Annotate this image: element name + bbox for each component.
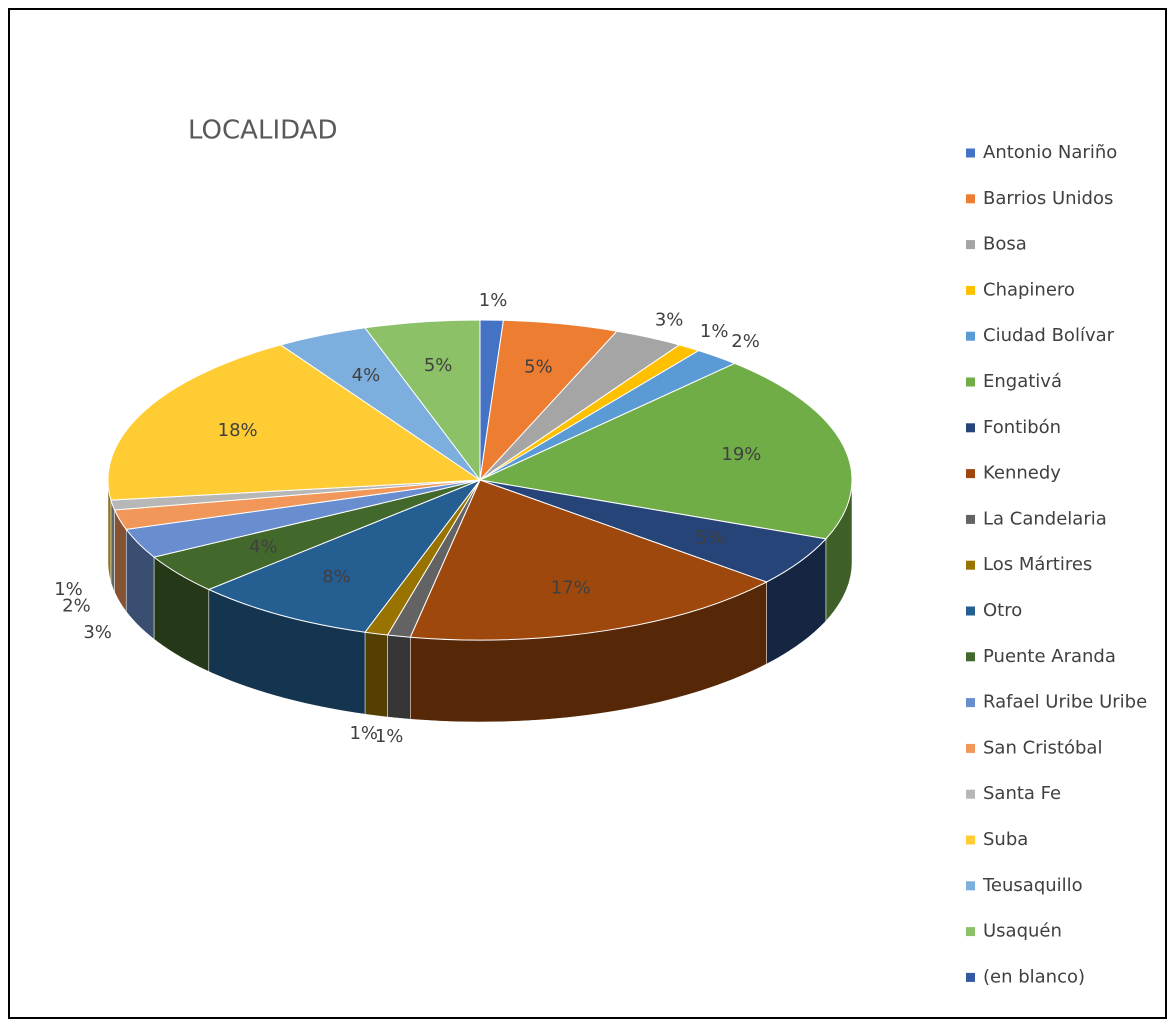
legend-label: Otro (983, 600, 1022, 621)
legend-label: Ciudad Bolívar (983, 325, 1115, 346)
data-label: 5% (696, 528, 725, 549)
legend-swatch (966, 789, 975, 799)
legend-swatch (966, 881, 975, 891)
legend-swatch (966, 652, 975, 662)
legend-swatch (966, 148, 975, 158)
pie-side (387, 634, 411, 720)
legend-swatch (966, 331, 975, 341)
legend-swatch (966, 606, 975, 616)
pie-slice (409, 479, 768, 641)
legend-label: Suba (983, 829, 1028, 850)
legend-label: La Candelaria (983, 508, 1107, 529)
legend-swatch (966, 285, 975, 295)
data-label: 1% (700, 321, 729, 342)
data-label: 1% (479, 290, 508, 311)
legend-label: (en blanco) (983, 966, 1085, 987)
legend-label: Fontibón (983, 417, 1061, 438)
data-label: 3% (83, 622, 112, 643)
legend-swatch (966, 835, 975, 845)
legend-label: Antonio Nariño (983, 142, 1117, 163)
pie-slice (207, 478, 482, 633)
pie-side (110, 499, 115, 593)
legend-swatch (966, 240, 975, 250)
data-label: 5% (424, 355, 453, 376)
pie-slice (107, 344, 482, 501)
legend-label: Kennedy (983, 463, 1061, 484)
legend-swatch (966, 377, 975, 387)
data-label: 2% (731, 331, 760, 352)
legend-label: Teusaquillo (982, 875, 1083, 896)
legend-label: Puente Aranda (983, 646, 1116, 667)
data-label: 4% (249, 537, 278, 558)
legend-label: Los Mártires (983, 554, 1092, 575)
legend-swatch (966, 560, 975, 570)
legend-swatch (966, 423, 975, 433)
legend-label: San Cristóbal (983, 737, 1102, 758)
pie-side (364, 631, 388, 718)
legend-label: Barrios Unidos (983, 188, 1113, 209)
legend-swatch (966, 514, 975, 524)
legend-swatch (966, 698, 975, 708)
data-label: 2% (62, 596, 91, 617)
chart-title: LOCALIDAD (188, 116, 338, 146)
legend-swatch (966, 469, 975, 479)
pie-slice (364, 319, 481, 482)
legend-swatch (966, 743, 975, 753)
data-label: 17% (551, 577, 591, 598)
data-label: 4% (352, 365, 381, 386)
data-label: 1% (375, 726, 404, 747)
legend-swatch (966, 194, 975, 204)
legend-label: Santa Fe (983, 783, 1061, 804)
data-label: 3% (655, 309, 684, 330)
pie-slice (478, 362, 853, 540)
data-label: 1% (349, 723, 378, 744)
legend-label: Engativá (983, 371, 1062, 392)
legend-label: Usaquén (983, 921, 1062, 942)
data-label: 8% (322, 566, 351, 587)
legend-label: Rafael Uribe Uribe (983, 692, 1147, 713)
data-label: 19% (721, 444, 761, 465)
legend-swatch (966, 972, 975, 982)
legend-label: Bosa (983, 234, 1027, 255)
data-label: 18% (218, 420, 258, 441)
legend-swatch (966, 927, 975, 937)
legend-label: Chapinero (983, 279, 1075, 300)
data-label: 5% (524, 357, 553, 378)
data-label: 1% (54, 579, 83, 600)
